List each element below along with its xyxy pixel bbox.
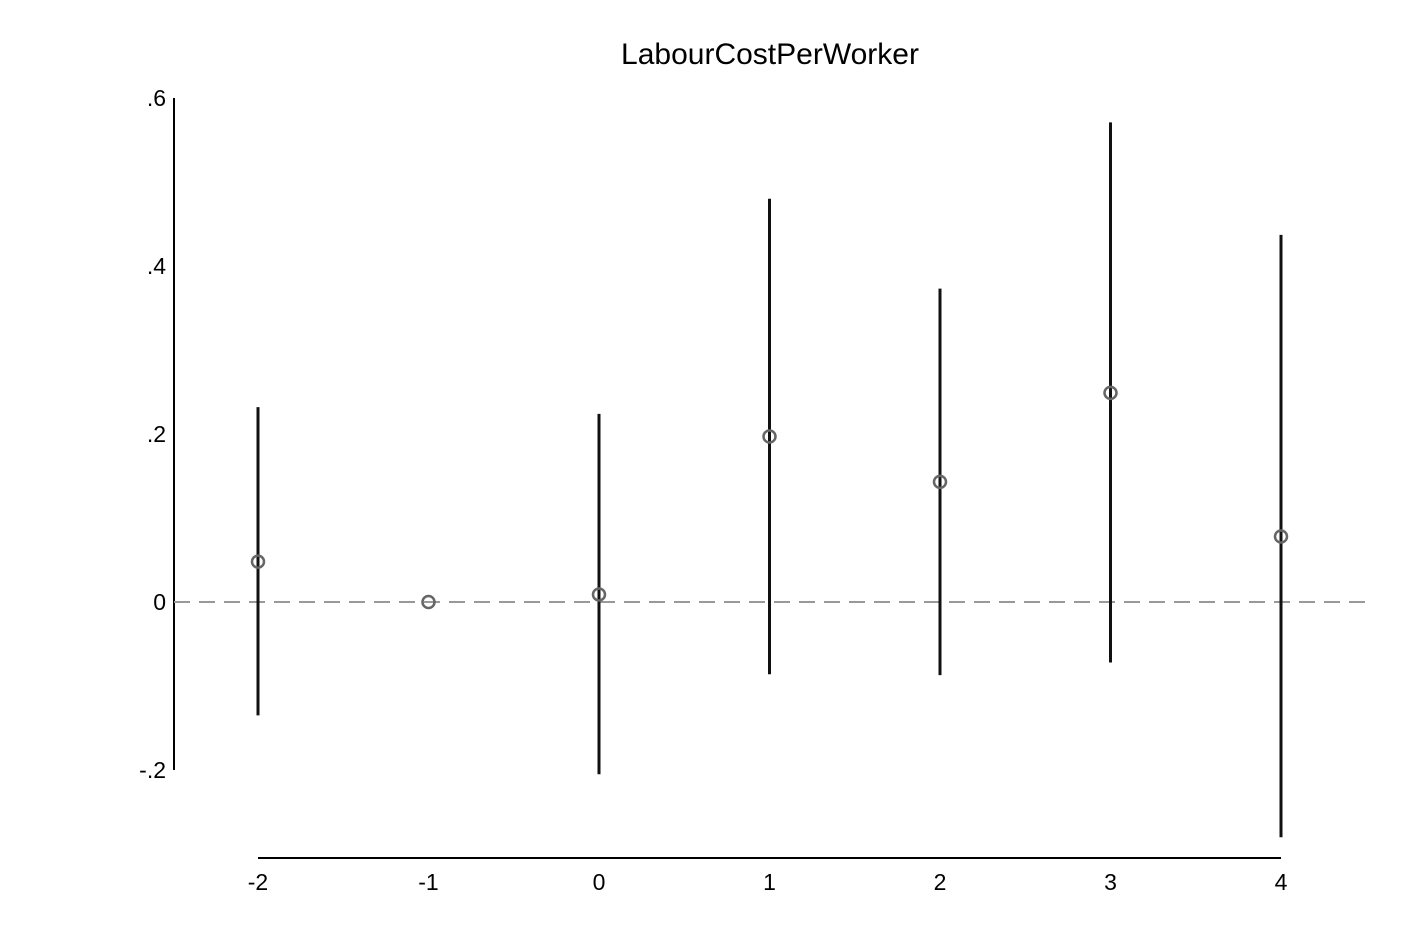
x-tick-label: -1 xyxy=(418,869,438,895)
x-tick-label: 3 xyxy=(1104,869,1117,895)
point-estimate-marker xyxy=(421,594,436,610)
chart-title: LabourCostPerWorker xyxy=(621,38,919,71)
plot-area: .6 .4 .2 0 -.2 -2 -1 0 1 2 3 4 xyxy=(139,85,1368,895)
x-tick-label: 2 xyxy=(934,869,947,895)
point-estimate-marker xyxy=(932,474,948,490)
y-tick-label: .2 xyxy=(147,421,166,447)
point-estimate-marker xyxy=(762,429,777,444)
x-tick-label: -2 xyxy=(248,869,268,895)
x-tick-label: 1 xyxy=(763,869,776,895)
y-tick-label: .6 xyxy=(147,85,166,111)
y-tick-label: -.2 xyxy=(139,757,166,783)
point-estimate-marker xyxy=(250,554,266,569)
point-estimate-marker xyxy=(591,587,607,602)
x-tick-label: 4 xyxy=(1275,869,1288,895)
y-tick-label: .4 xyxy=(147,253,166,279)
x-tick-label: 0 xyxy=(593,869,606,895)
point-estimate-marker xyxy=(1273,529,1289,544)
y-tick-label: 0 xyxy=(153,589,166,615)
point-estimate-marker xyxy=(1103,385,1118,401)
